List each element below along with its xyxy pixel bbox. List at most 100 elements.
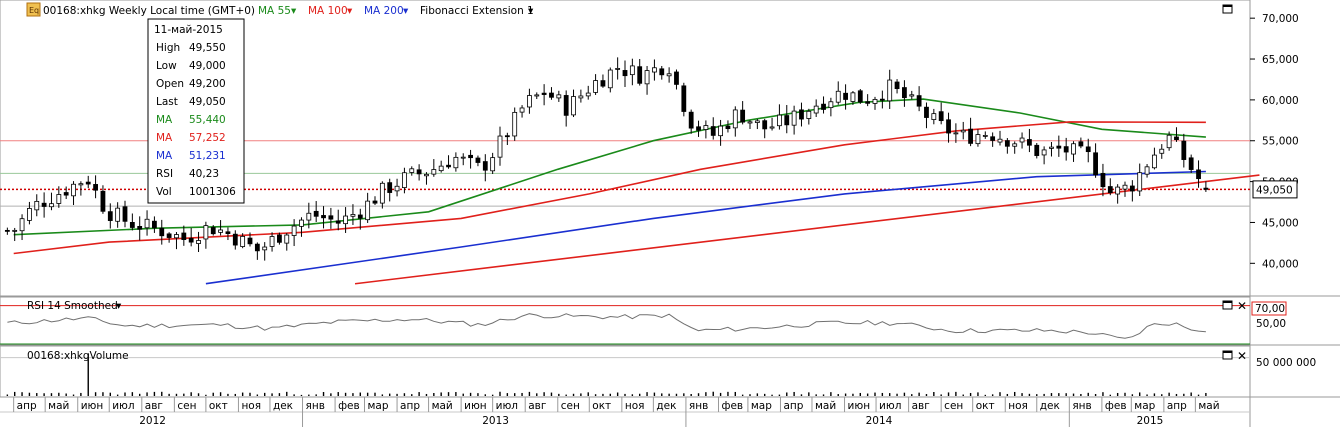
candle-body <box>1144 166 1150 175</box>
tooltip-row-value: 49,200 <box>189 78 226 90</box>
ma200-dropdown-icon[interactable]: ▾ <box>403 5 409 17</box>
candle-body <box>284 234 290 244</box>
candle-body <box>269 236 275 247</box>
rsi-level-label: 70,00 <box>1255 303 1285 315</box>
candle-body <box>997 138 1003 143</box>
candle-body <box>718 125 723 137</box>
y-tick-label: 45,000 <box>1262 217 1299 229</box>
fibonacci-trend-line[interactable] <box>354 174 1260 285</box>
candlesticks <box>4 57 1209 261</box>
candle-body <box>688 111 694 129</box>
candle-body <box>71 183 76 197</box>
candle-body <box>93 184 98 191</box>
ma55-dropdown-icon[interactable]: ▾ <box>291 5 297 17</box>
year-label: 2014 <box>866 415 893 427</box>
month-label: мар <box>751 400 772 412</box>
candle-body <box>652 67 657 73</box>
indicator-ma100[interactable]: MA 100 <box>308 5 348 17</box>
candle-body <box>1166 134 1172 149</box>
rsi-axis-label: 50,00 <box>1256 318 1286 330</box>
candle-body <box>637 66 643 84</box>
candle-body <box>629 65 635 76</box>
candle-body <box>674 71 679 85</box>
last-price-marker: 49,050 <box>1252 180 1298 199</box>
candle-body <box>821 103 826 110</box>
candle-body <box>791 110 797 126</box>
candle-body <box>534 94 540 97</box>
candle-body <box>666 73 672 77</box>
rsi-close-icon[interactable]: ✕ <box>1237 299 1247 313</box>
candle-body <box>321 215 326 219</box>
tooltip-row-value: 51,231 <box>189 150 226 162</box>
month-label: май <box>432 400 453 412</box>
rsi-layer <box>0 305 1250 345</box>
candle-body <box>519 107 525 113</box>
candle-body <box>1107 186 1113 194</box>
symbol-title[interactable]: 00168:xhkg Weekly Local time (GMT+0) <box>43 5 255 17</box>
equity-icon <box>26 2 41 17</box>
candle-body <box>306 212 312 221</box>
indicator-ma55[interactable]: MA 55 <box>258 5 291 17</box>
candle-body <box>49 203 54 208</box>
candle-body <box>622 70 628 77</box>
candle-body <box>277 234 282 243</box>
rsi-pane-label[interactable]: RSI 14 Smoothed <box>27 300 118 312</box>
month-label: июл <box>879 400 901 412</box>
fibonacci-dropdown-icon[interactable]: ▾ <box>528 5 534 17</box>
candle-body <box>960 129 966 133</box>
month-label: мар <box>1134 400 1155 412</box>
candle-body <box>409 168 415 173</box>
indicator-ma200[interactable]: MA 200 <box>364 5 404 17</box>
candle-body <box>659 68 665 76</box>
candle-body <box>887 79 893 102</box>
candle-body <box>1159 148 1165 154</box>
y-tick-label: 70,000 <box>1262 13 1299 25</box>
trend-line-layer[interactable] <box>354 174 1260 285</box>
month-label: авг <box>912 400 930 412</box>
volume-close-icon[interactable]: ✕ <box>1237 349 1247 363</box>
volume-pane-label[interactable]: 00168:xhkgVolume <box>27 350 129 362</box>
candle-body <box>1100 173 1106 188</box>
candle-body <box>438 165 444 172</box>
rsi-dropdown-icon[interactable]: ▾ <box>116 300 122 312</box>
candle-body <box>1034 144 1040 156</box>
indicator-fibonacci[interactable]: Fibonacci Extension 1 <box>420 5 534 17</box>
ma100-dropdown-icon[interactable]: ▾ <box>347 5 353 17</box>
tooltip-row-label: High <box>156 42 180 54</box>
candle-body <box>1129 185 1135 192</box>
candle-body <box>799 109 804 120</box>
candle-body <box>468 154 473 159</box>
month-label: апр <box>783 400 803 412</box>
candle-body <box>365 200 371 221</box>
month-label: фев <box>1105 400 1127 412</box>
candle-body <box>953 132 959 135</box>
month-label: июл <box>112 400 134 412</box>
candle-body <box>504 135 510 138</box>
price-axis <box>1250 0 1340 427</box>
candle-body <box>607 69 613 89</box>
month-label: апр <box>17 400 37 412</box>
candle-body <box>372 200 378 204</box>
tooltip-row-label: MA <box>156 150 173 162</box>
candle-body <box>254 243 260 252</box>
candle-body <box>894 81 900 90</box>
candle-body <box>490 157 496 172</box>
candle-body <box>460 156 466 159</box>
candle-body <box>144 218 150 229</box>
candle-body <box>1174 136 1179 141</box>
candle-body <box>335 220 341 224</box>
candle-body <box>78 183 84 186</box>
rsi-level-box <box>1251 301 1287 316</box>
month-label: ноя <box>625 400 645 412</box>
candle-body <box>475 157 481 163</box>
tooltip-row-value: 40,23 <box>189 168 219 180</box>
candle-body <box>946 119 951 134</box>
candle-body <box>512 111 518 137</box>
candle-body <box>232 233 238 246</box>
candle-body <box>931 113 937 120</box>
candle-body <box>196 240 201 244</box>
tooltip-row-value: 1001306 <box>189 186 236 198</box>
month-label: сен <box>944 400 963 412</box>
candle-body <box>600 80 606 87</box>
candle-body <box>12 229 18 232</box>
